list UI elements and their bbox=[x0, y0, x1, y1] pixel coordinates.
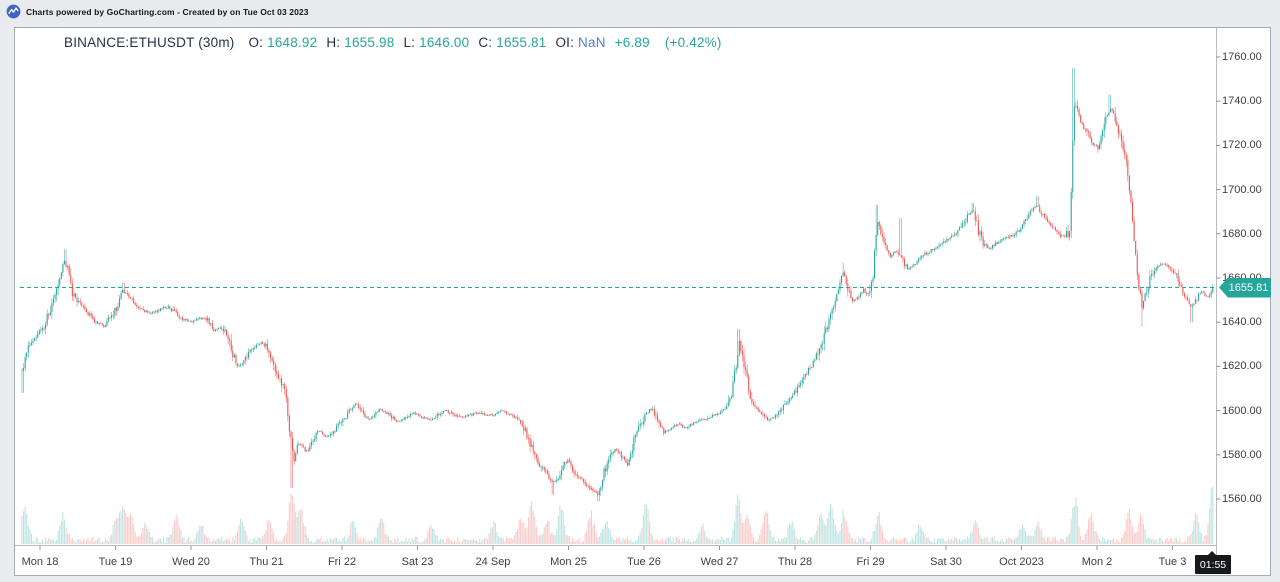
change-percent-value: (+0.42%) bbox=[664, 34, 722, 50]
x-axis-label: Tue 19 bbox=[98, 556, 133, 568]
close-value: 1655.81 bbox=[496, 34, 547, 50]
candlestick-canvas[interactable] bbox=[15, 28, 1270, 575]
y-axis-label: 1760.00 bbox=[1222, 51, 1262, 63]
x-axis-label: Wed 20 bbox=[172, 556, 210, 568]
chart-panel: BINANCE:ETHUSDT (30m) O: 1648.92 H: 1655… bbox=[14, 27, 1271, 576]
oi-label: OI: bbox=[555, 34, 575, 50]
x-axis-label: Mon 2 bbox=[1081, 556, 1113, 568]
last-price-badge: 1655.81 bbox=[1219, 277, 1271, 298]
last-price-value: 1655.81 bbox=[1228, 281, 1269, 294]
x-axis-label: Fri 29 bbox=[856, 556, 885, 568]
x-axis-label: Fri 22 bbox=[327, 556, 357, 568]
x-axis-label: 24 Sep bbox=[475, 556, 511, 568]
y-axis-label: 1700.00 bbox=[1222, 183, 1262, 196]
last-time-value: 01:55 bbox=[1199, 558, 1227, 571]
attribution-topbar: Charts powered by GoCharting.com - Creat… bbox=[0, 0, 1280, 23]
oi-value: NaN bbox=[578, 34, 606, 50]
high-label: H: bbox=[326, 34, 341, 50]
x-axis-label: Mon 25 bbox=[550, 556, 587, 568]
x-axis-label: Sat 23 bbox=[401, 556, 434, 568]
change-value: +6.89 bbox=[614, 34, 650, 50]
y-axis-label: 1680.00 bbox=[1222, 227, 1262, 240]
last-time-badge: 01:55 bbox=[1195, 551, 1231, 574]
low-label: L: bbox=[403, 34, 416, 50]
x-axis-label: Sat 30 bbox=[930, 556, 962, 568]
symbol-title: BINANCE:ETHUSDT (30m) bbox=[64, 34, 235, 50]
close-label: C: bbox=[478, 34, 493, 50]
x-axis-label: Thu 28 bbox=[777, 556, 813, 568]
y-axis-label: 1600.00 bbox=[1222, 404, 1262, 417]
ohlc-header: BINANCE:ETHUSDT (30m) O: 1648.92 H: 1655… bbox=[64, 32, 731, 52]
x-axis-label: Oct 2023 bbox=[999, 556, 1044, 568]
low-value: 1646.00 bbox=[419, 34, 470, 50]
open-value: 1648.92 bbox=[267, 34, 318, 50]
y-axis-label: 1620.00 bbox=[1222, 360, 1262, 373]
x-axis-label: Tue 26 bbox=[627, 556, 661, 568]
y-axis-label: 1560.00 bbox=[1222, 493, 1262, 505]
powered-by-text[interactable]: Charts powered by GoCharting.com - Creat… bbox=[26, 6, 309, 17]
y-axis-label: 1740.00 bbox=[1222, 95, 1262, 108]
y-axis-label: 1720.00 bbox=[1222, 139, 1262, 152]
open-label: O: bbox=[248, 34, 264, 50]
x-axis-label: Thu 21 bbox=[249, 556, 284, 568]
x-axis-label: Tue 3 bbox=[1158, 556, 1187, 568]
high-value: 1655.98 bbox=[344, 34, 395, 50]
x-axis-label: Mon 18 bbox=[21, 556, 59, 568]
y-axis-label: 1640.00 bbox=[1222, 316, 1262, 329]
gocharting-logo-icon[interactable] bbox=[6, 4, 21, 19]
x-axis-label: Wed 27 bbox=[700, 556, 739, 568]
y-axis-label: 1580.00 bbox=[1222, 448, 1262, 461]
